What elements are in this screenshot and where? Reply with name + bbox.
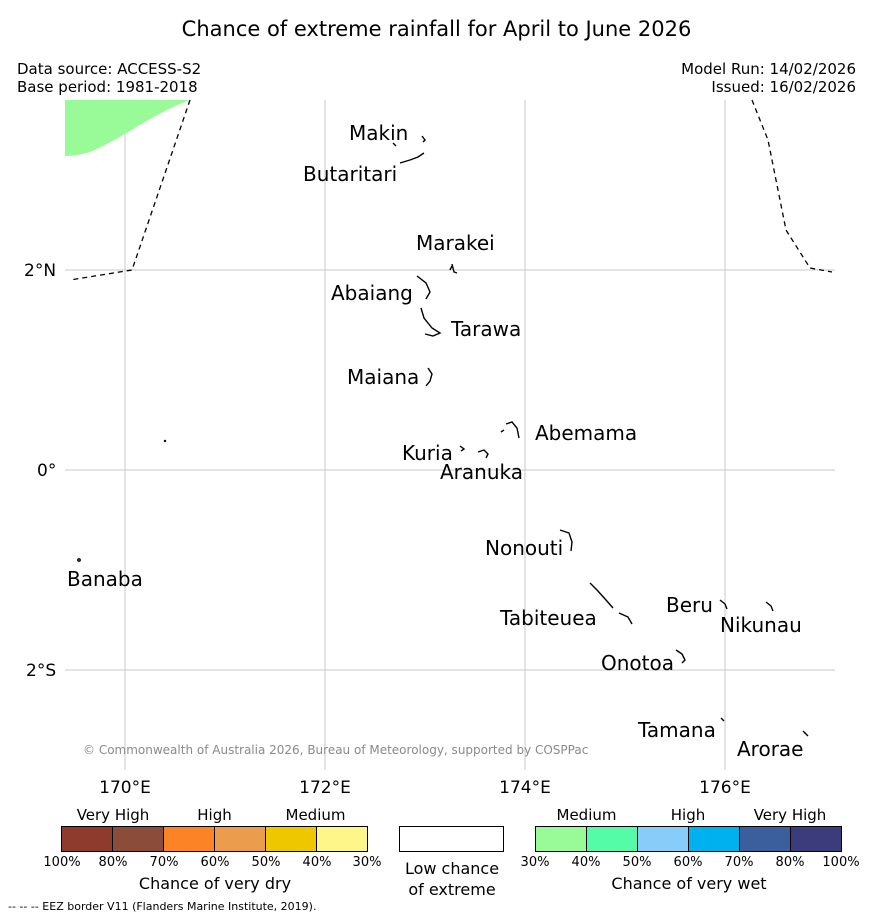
place-label-nonouti: Nonouti <box>485 536 563 560</box>
wet-legend-swatch <box>739 826 791 852</box>
place-label-beru: Beru <box>666 593 713 617</box>
wet-legend-swatch <box>586 826 638 852</box>
place-label-maiana: Maiana <box>347 365 419 389</box>
place-label-butaritari: Butaritari <box>303 162 397 186</box>
place-label-tamana: Tamana <box>637 718 716 742</box>
island-abaiang <box>416 275 431 300</box>
wet-legend-swatch <box>637 826 689 852</box>
wet-legend-tick: 70% <box>724 855 754 870</box>
wet-legend-caption: Chance of very wet <box>611 874 767 893</box>
wet-medium-area <box>65 100 190 156</box>
place-label-abaiang: Abaiang <box>331 281 413 305</box>
island-kuria <box>459 445 466 452</box>
island-tamana <box>720 717 725 722</box>
lat-label-0: 0° <box>37 461 56 481</box>
island-tarawa <box>420 307 442 337</box>
dry-legend-swatch <box>265 826 317 852</box>
island-abemama-west <box>500 429 505 433</box>
lon-label-172e: 172°E <box>299 778 351 798</box>
place-label-arorae: Arorae <box>737 737 803 761</box>
island-arorae <box>802 730 809 737</box>
neutral-legend-caption-line2: of extreme <box>408 880 496 899</box>
wet-legend-tick: 50% <box>622 855 652 870</box>
wet-legend-swatch <box>535 826 587 852</box>
place-label-nikunau: Nikunau <box>720 613 802 637</box>
wet-legend-header-high: High <box>670 806 706 824</box>
neutral-legend-swatch <box>399 826 504 852</box>
dry-legend-tick: 80% <box>98 855 128 870</box>
wet-legend-tick: 30% <box>520 855 550 870</box>
island-nikunau <box>765 601 774 612</box>
map-title: Chance of extreme rainfall for April to … <box>181 17 692 41</box>
wet-legend-tick: 40% <box>571 855 601 870</box>
place-label-makin: Makin <box>349 121 408 145</box>
issued-text: Issued: 16/02/2026 <box>711 78 856 96</box>
dry-legend-tick: 30% <box>352 855 382 870</box>
place-label-aranuka: Aranuka <box>440 460 523 484</box>
dry-legend-header-medium: Medium <box>285 806 346 824</box>
dry-legend-swatch <box>163 826 215 852</box>
island-abemama <box>505 421 520 439</box>
wet-legend-header-very-high: Very High <box>753 806 827 824</box>
dry-legend-tick: 60% <box>200 855 230 870</box>
island-maiana <box>425 367 433 387</box>
lon-label-174e: 174°E <box>499 778 551 798</box>
island-butaritari <box>399 152 425 164</box>
dry-legend-header-high: High <box>197 806 232 824</box>
dry-legend-tick: 70% <box>149 855 179 870</box>
island-onotoa <box>675 649 686 664</box>
island-tabiteuea-north <box>589 582 614 609</box>
eez-border-east <box>751 99 833 273</box>
dry-legend-header-very-high: Very High <box>76 806 150 824</box>
dry-legend-tick: 50% <box>251 855 281 870</box>
place-label-marakei: Marakei <box>416 231 495 255</box>
wet-legend-tick: 100% <box>822 855 860 870</box>
island-speck <box>163 439 167 443</box>
eez-footer-note: -- -- -- EEZ border V11 (Flanders Marine… <box>8 900 317 913</box>
graticule <box>65 100 835 770</box>
rainfall-map: Makin Butaritari Marakei Abaiang Tarawa … <box>24 99 835 798</box>
data-source-text: Data source: ACCESS-S2 <box>17 60 202 78</box>
wet-legend-tick: 80% <box>775 855 805 870</box>
island-nonouti <box>559 529 573 552</box>
base-period-text: Base period: 1981-2018 <box>17 78 198 96</box>
island-banaba <box>77 558 81 562</box>
lon-label-176e: 176°E <box>699 778 751 798</box>
place-label-tarawa: Tarawa <box>450 317 521 341</box>
wet-legend-tick: 60% <box>673 855 703 870</box>
dry-legend-swatch <box>214 826 266 852</box>
neutral-legend-caption-line1: Low chance <box>404 859 500 878</box>
island-makin-north <box>421 135 426 143</box>
island-beru <box>719 599 728 610</box>
dry-legend-caption: Chance of very dry <box>138 874 292 893</box>
islands <box>77 135 809 737</box>
model-run-text: Model Run: 14/02/2026 <box>681 60 856 78</box>
place-label-banaba: Banaba <box>67 567 143 591</box>
place-label-abemama: Abemama <box>535 421 637 445</box>
place-label-kuria: Kuria <box>402 441 453 465</box>
wet-legend-swatch <box>688 826 740 852</box>
place-label-onotoa: Onotoa <box>601 651 674 675</box>
lat-label-2s: 2°S <box>26 661 56 681</box>
dry-legend-tick: 40% <box>302 855 332 870</box>
wet-legend-swatch <box>790 826 842 852</box>
dry-legend-swatch <box>61 826 113 852</box>
island-tabiteuea-south <box>618 612 633 625</box>
island-marakei <box>449 263 458 274</box>
dry-legend-swatch <box>112 826 164 852</box>
lat-label-2n: 2°N <box>24 261 56 281</box>
island-aranuka <box>477 449 489 459</box>
wet-legend-header-medium: Medium <box>556 806 617 824</box>
copyright-credit: © Commonwealth of Australia 2026, Bureau… <box>83 743 588 757</box>
island-makin <box>392 142 397 147</box>
lon-label-170e: 170°E <box>99 778 151 798</box>
place-label-tabiteuea: Tabiteuea <box>499 606 597 630</box>
eez-border <box>69 99 833 281</box>
dry-legend-tick: 100% <box>43 855 81 870</box>
dry-legend-swatch <box>316 826 368 852</box>
